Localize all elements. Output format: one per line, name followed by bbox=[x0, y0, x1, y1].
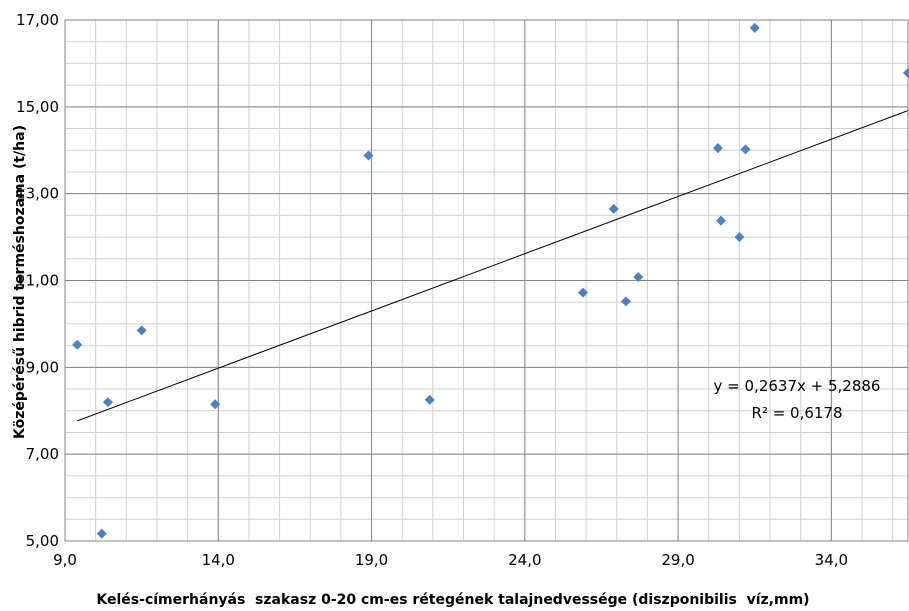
x-axis-title: Kelés-címerhányás szakasz 0-20 cm-es rét… bbox=[96, 592, 809, 608]
major-gridlines bbox=[64, 19, 908, 542]
y-tick-label: 9,00 bbox=[26, 358, 59, 376]
data-point bbox=[716, 215, 727, 226]
x-tick-label: 19,0 bbox=[355, 551, 388, 569]
trendline-r-squared: R² = 0,6178 bbox=[751, 404, 842, 422]
data-point bbox=[620, 296, 631, 307]
data-point bbox=[633, 272, 644, 283]
data-point bbox=[608, 203, 619, 214]
data-point bbox=[903, 67, 909, 78]
y-axis-title: Középérésű hibrid terméshozama (t/ha) bbox=[12, 125, 28, 439]
data-point bbox=[210, 399, 221, 410]
y-tick-label: 7,00 bbox=[26, 445, 59, 463]
data-point bbox=[578, 287, 589, 298]
data-point bbox=[740, 144, 751, 155]
data-point bbox=[72, 339, 83, 350]
data-point bbox=[102, 397, 113, 408]
data-point bbox=[734, 232, 745, 243]
x-tick-label: 34,0 bbox=[815, 551, 848, 569]
x-tick-label: 14,0 bbox=[202, 551, 235, 569]
data-point bbox=[712, 143, 723, 154]
data-points bbox=[72, 22, 909, 539]
x-tick-label: 24,0 bbox=[508, 551, 541, 569]
y-tick-label: 13,00 bbox=[16, 185, 59, 203]
y-tick-label: 5,00 bbox=[26, 532, 59, 550]
data-point bbox=[363, 150, 374, 161]
y-axis-tick-labels: 5,00 7,00 9,00 11,00 13,00 15,00 17,00 bbox=[16, 11, 59, 550]
x-tick-label: 9,0 bbox=[53, 551, 77, 569]
plot-area-border bbox=[64, 19, 909, 542]
y-tick-label: 15,00 bbox=[16, 98, 59, 116]
x-tick-label: 29,0 bbox=[661, 551, 694, 569]
x-axis-tick-labels: 9,0 14,0 19,0 24,0 29,0 34,0 bbox=[53, 551, 848, 569]
y-tick-label: 11,00 bbox=[16, 272, 59, 290]
y-tick-label: 17,00 bbox=[16, 11, 59, 29]
data-point bbox=[96, 528, 107, 539]
trendline-equation: y = 0,2637x + 5,2886 bbox=[714, 377, 881, 395]
data-point bbox=[749, 22, 760, 33]
data-point bbox=[136, 325, 147, 336]
trendline bbox=[77, 110, 909, 422]
data-point bbox=[424, 394, 435, 405]
